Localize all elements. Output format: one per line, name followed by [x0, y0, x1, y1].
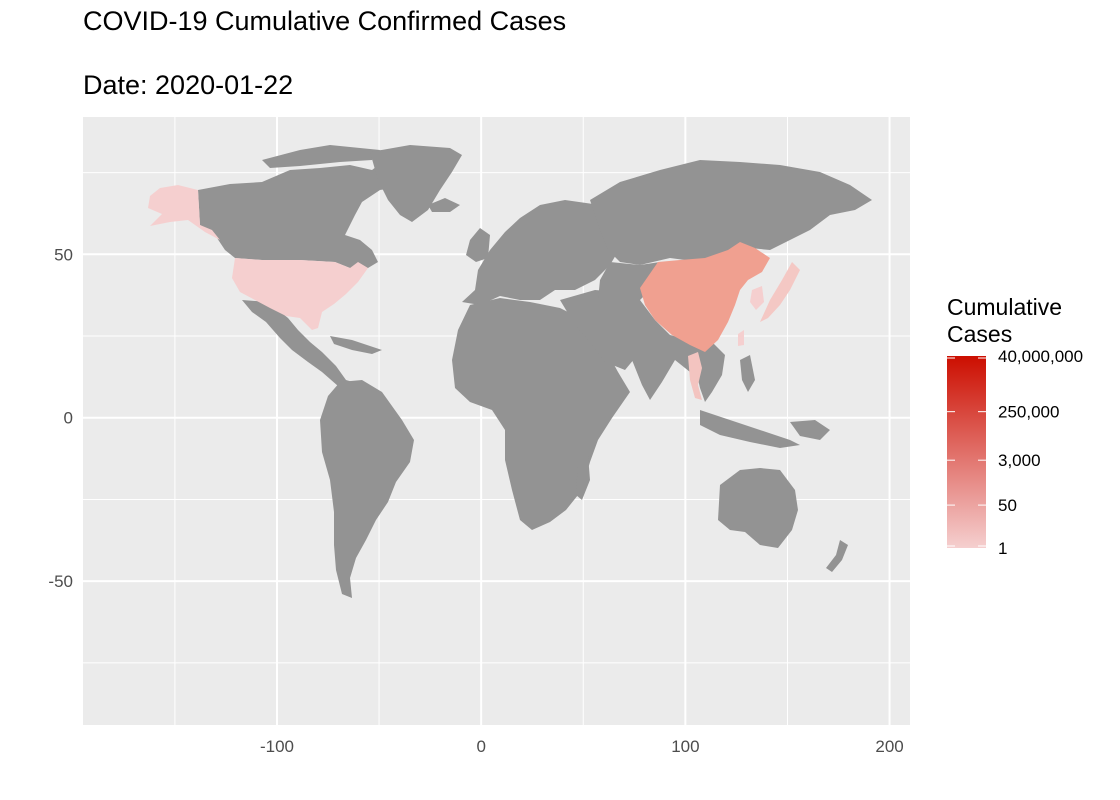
x-tick-label: -100: [260, 737, 294, 756]
land-mexico-central-america: [242, 300, 356, 390]
region-taiwan: [738, 330, 744, 346]
land-uk-ireland: [466, 228, 490, 262]
legend-colorbar: [947, 356, 986, 548]
land-caribbean: [330, 336, 382, 354]
region-south-korea: [750, 286, 764, 310]
y-tick-label: 0: [64, 409, 73, 428]
x-tick-label: 200: [875, 737, 903, 756]
region-thailand: [688, 352, 702, 400]
land-philippines: [740, 355, 755, 392]
land-madagascar: [576, 455, 590, 500]
legend-ticks: 40,000,000 250,000 3,000 50 1: [947, 347, 1083, 558]
legend-label: 50: [998, 496, 1017, 515]
land-australia: [718, 468, 798, 548]
legend-title-line2: Cases: [947, 321, 1012, 347]
legend-title-line1: Cumulative: [947, 294, 1062, 320]
chart-subtitle: Date: 2020-01-22: [83, 70, 294, 100]
land-europe: [462, 200, 620, 305]
y-tick-label: 50: [54, 245, 73, 264]
world-map: [148, 145, 872, 598]
chart-title: COVID-19 Cumulative Confirmed Cases: [83, 6, 567, 36]
land-russia: [590, 160, 872, 265]
land-iceland: [428, 198, 460, 212]
region-china: [640, 242, 770, 352]
x-axis-ticks: -100 0 100 200: [260, 737, 904, 756]
legend-label: 250,000: [998, 403, 1059, 422]
land-south-america: [320, 380, 414, 598]
land-arctic-islands: [262, 145, 380, 168]
land-central-south-asia: [598, 262, 705, 400]
x-tick-label: 0: [476, 737, 485, 756]
y-axis-ticks: 50 0 -50: [48, 245, 73, 591]
legend-label: 40,000,000: [998, 347, 1083, 366]
region-alaska: [148, 185, 220, 240]
legend-label: 1: [998, 539, 1007, 558]
y-tick-label: -50: [48, 572, 73, 591]
legend-label: 3,000: [998, 451, 1041, 470]
land-canada: [198, 158, 420, 268]
legend: Cumulative Cases 40,000,000 250,000 3,000 5…: [947, 294, 1083, 558]
region-united-states: [232, 258, 368, 330]
land-new-guinea: [790, 420, 830, 440]
land-maritime-se-asia: [700, 410, 800, 448]
region-japan: [760, 262, 800, 322]
land-greenland: [370, 145, 462, 222]
land-new-zealand: [826, 540, 848, 572]
x-tick-label: 100: [671, 737, 699, 756]
